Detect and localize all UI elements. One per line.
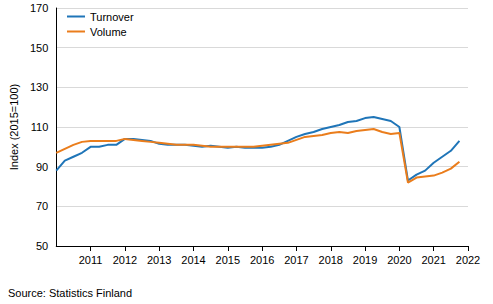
- svg-text:90: 90: [36, 161, 48, 173]
- svg-text:50: 50: [36, 240, 48, 252]
- svg-text:Source: Statistics Finland: Source: Statistics Finland: [8, 287, 132, 299]
- svg-text:Volume: Volume: [90, 26, 127, 38]
- svg-text:150: 150: [30, 42, 48, 54]
- svg-text:110: 110: [31, 121, 49, 133]
- svg-text:2022: 2022: [456, 254, 480, 266]
- svg-text:70: 70: [36, 200, 48, 212]
- svg-text:2016: 2016: [250, 254, 274, 266]
- svg-text:2014: 2014: [181, 254, 205, 266]
- svg-text:2021: 2021: [421, 254, 445, 266]
- svg-text:170: 170: [30, 2, 48, 14]
- svg-text:130: 130: [30, 81, 48, 93]
- svg-text:2012: 2012: [113, 254, 137, 266]
- svg-text:2020: 2020: [387, 254, 411, 266]
- svg-text:2017: 2017: [284, 254, 308, 266]
- svg-text:2018: 2018: [319, 254, 343, 266]
- svg-text:2011: 2011: [79, 254, 103, 266]
- svg-text:Turnover: Turnover: [90, 11, 134, 23]
- svg-text:Index (2015=100): Index (2015=100): [8, 84, 20, 171]
- svg-text:2015: 2015: [216, 254, 240, 266]
- svg-text:2019: 2019: [353, 254, 377, 266]
- svg-text:2013: 2013: [147, 254, 171, 266]
